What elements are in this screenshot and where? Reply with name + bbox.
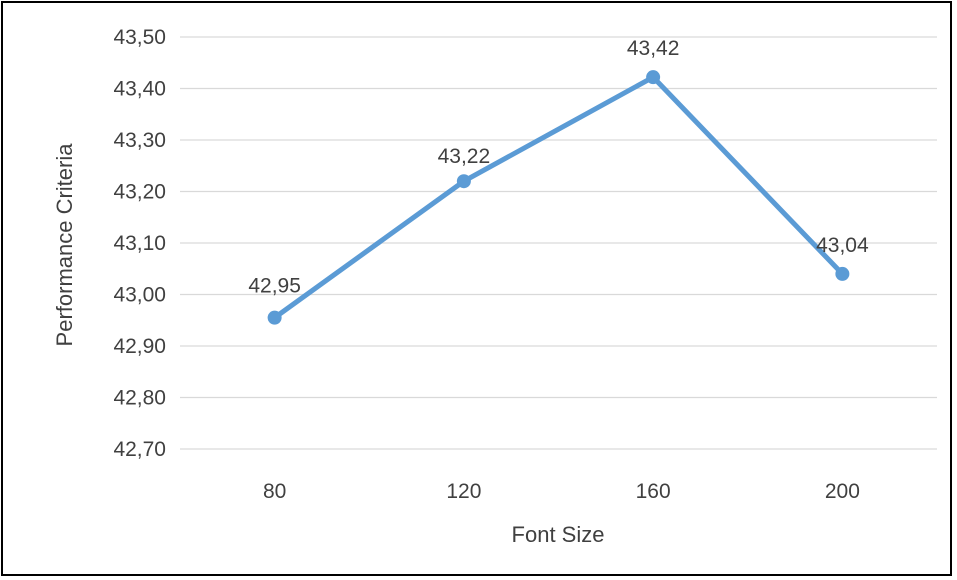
- y-tick-label: 43,40: [113, 78, 166, 101]
- x-tick-label: 120: [446, 480, 481, 503]
- data-label: 43,04: [816, 234, 869, 257]
- x-tick-label: 160: [636, 480, 671, 503]
- y-tick-label: 43,50: [113, 26, 166, 49]
- data-label: 43,42: [627, 37, 680, 60]
- y-tick-label: 43,00: [113, 284, 166, 307]
- y-tick-label: 42,90: [113, 335, 166, 358]
- data-point: [456, 174, 471, 189]
- x-axis-title: Font Size: [512, 522, 605, 547]
- data-label: 43,22: [438, 145, 491, 168]
- data-point: [835, 266, 850, 281]
- data-labels: 42,95 43,22 43,42 43,04: [248, 37, 869, 298]
- y-axis-title: Performance Criteria: [52, 143, 77, 347]
- y-tick-label: 43,30: [113, 129, 166, 152]
- x-tick-label: 80: [263, 480, 286, 503]
- x-axis-ticks: 80 120 160 200: [263, 480, 860, 503]
- y-tick-label: 43,20: [113, 181, 166, 204]
- gridlines: [180, 36, 937, 450]
- x-tick-label: 200: [825, 480, 860, 503]
- y-tick-label: 43,10: [113, 232, 166, 255]
- y-tick-label: 42,80: [113, 387, 166, 410]
- y-tick-label: 42,70: [113, 438, 166, 461]
- y-axis-ticks: 42,70 42,80 42,90 43,00 43,10 43,20 43,30 43,40…: [113, 26, 166, 461]
- data-point: [267, 310, 282, 325]
- data-label: 42,95: [248, 275, 301, 298]
- series-1: [272, 74, 845, 321]
- data-points: [267, 70, 850, 325]
- series-line: [272, 74, 845, 321]
- data-point: [646, 70, 661, 85]
